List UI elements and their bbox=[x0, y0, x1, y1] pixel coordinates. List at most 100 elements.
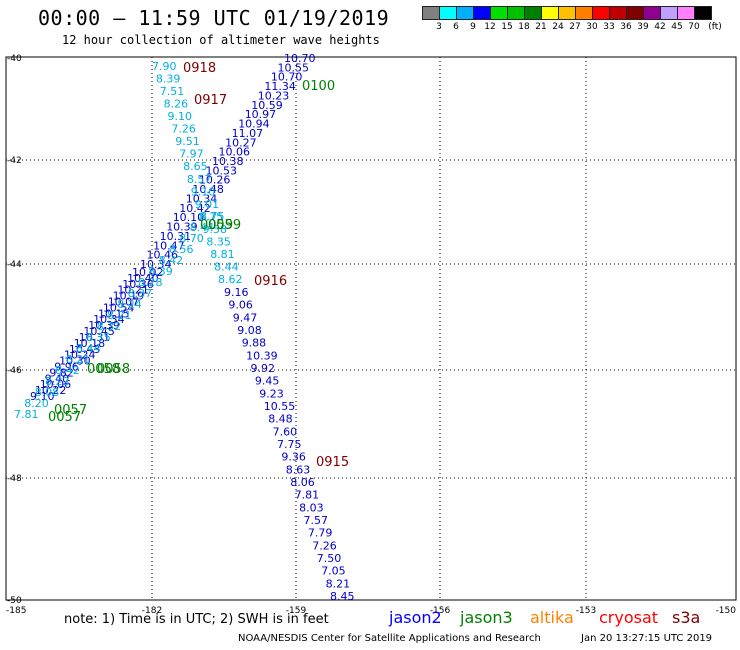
swh-label-jason3: 8.28 bbox=[138, 276, 163, 289]
swh-label-jason2: 10.59 bbox=[251, 99, 282, 112]
colorbar-labels: 3 6 9 12 15 18 21 24 27 30 33 36 39 42 45 70 (ft) bbox=[422, 22, 740, 34]
lon-tick-label: -156 bbox=[430, 606, 451, 616]
swh-label-jason2: 10.02 bbox=[132, 266, 164, 279]
swh-label-jason3: 8.37 bbox=[128, 287, 153, 300]
swh-label-cryosat: 8.57 bbox=[187, 173, 212, 186]
lat-tick-label: -40 bbox=[7, 54, 22, 64]
swh-label-cryosat: 9.51 bbox=[175, 135, 200, 148]
swh-label-jason2: 9.10 bbox=[30, 390, 55, 403]
swh-label-jason3: 8.75 bbox=[200, 210, 225, 223]
pass-time-label: 0915 bbox=[316, 455, 349, 470]
colorbar-label: 15 bbox=[501, 22, 513, 32]
swh-label-cryosat: 7.60 bbox=[273, 425, 298, 438]
swh-label-jason3: 8.42 bbox=[55, 364, 80, 377]
swh-label-cryosat: 9.58 bbox=[203, 223, 228, 236]
swh-label-cryosat: 9.16 bbox=[224, 286, 249, 299]
colorbar-label: 33 bbox=[603, 22, 615, 32]
lat-tick-label: -50 bbox=[7, 596, 22, 606]
swh-label-cryosat: 7.05 bbox=[321, 565, 346, 578]
legend-s3a: s3a bbox=[672, 608, 701, 627]
swh-label-jason2: 10.31 bbox=[79, 331, 111, 344]
swh-label-jason2: 11.07 bbox=[232, 127, 264, 140]
swh-label-jason2: 10.40 bbox=[127, 272, 159, 285]
swh-label-cryosat: 9.36 bbox=[281, 451, 306, 464]
swh-label-jason2: 10.45 bbox=[83, 325, 115, 338]
swh-label-jason2: 10.38 bbox=[212, 155, 244, 168]
swh-label-jason2: 10.18 bbox=[74, 337, 106, 350]
map-subtitle: 12 hour collection of altimeter wave hei… bbox=[62, 33, 380, 47]
legend-altika: altika bbox=[530, 608, 574, 627]
swh-label-cryosat: 8.35 bbox=[206, 235, 231, 248]
pass-time-label: 0059 bbox=[200, 218, 233, 233]
swh-label-cryosat: 8.06 bbox=[290, 476, 315, 489]
swh-label-jason3: 8.24 bbox=[117, 298, 142, 311]
swh-label-cryosat: 8.81 bbox=[210, 248, 235, 261]
swh-label-jason3: 7.81 bbox=[14, 408, 39, 421]
swh-label-cryosat: 8.21 bbox=[326, 577, 351, 590]
swh-label-jason2: 10.55 bbox=[278, 61, 310, 74]
swh-label-jason3: 8.08 bbox=[35, 386, 60, 399]
pass-time-label: 0059 bbox=[208, 218, 241, 233]
swh-label-cryosat: 8.48 bbox=[268, 413, 293, 426]
map-title: 00:00 – 11:59 UTC 01/19/2019 bbox=[38, 6, 390, 30]
swh-label-cryosat: 8.26 bbox=[164, 98, 189, 111]
swh-label-jason2: 10.70 bbox=[284, 52, 316, 65]
colorbar-label: 39 bbox=[637, 22, 649, 32]
pass-time-label: 0918 bbox=[183, 61, 216, 76]
swh-label-cryosat: 7.81 bbox=[295, 489, 320, 502]
swh-label-cryosat: 7.50 bbox=[317, 552, 342, 565]
lon-tick-label: -185 bbox=[6, 606, 26, 616]
swh-label-jason2: 10.22 bbox=[35, 384, 67, 397]
swh-label-jason2: 9.96 bbox=[54, 361, 79, 374]
lat-tick-label: -46 bbox=[7, 366, 22, 376]
swh-label-cryosat: 8.44 bbox=[214, 261, 239, 274]
colorbar-label: 70 bbox=[688, 22, 700, 32]
swh-label-cryosat: 7.90 bbox=[152, 60, 177, 73]
swh-label-jason2: 10.27 bbox=[225, 136, 257, 149]
swh-label-cryosat: 9.01 bbox=[195, 198, 220, 211]
swh-label-jason2: 10.07 bbox=[108, 296, 140, 309]
lon-tick-label: -153 bbox=[576, 606, 596, 616]
pass-time-label: 0057 bbox=[54, 403, 87, 418]
colorbar-label: 3 bbox=[436, 22, 442, 32]
swh-label-jason2: 10.39 bbox=[166, 221, 198, 234]
swh-label-cryosat: 8.45 bbox=[330, 590, 355, 603]
swh-label-jason2: 10.26 bbox=[199, 174, 231, 187]
swh-label-jason2: 10.70 bbox=[271, 71, 303, 84]
pass-time-label: 0058 bbox=[87, 362, 120, 377]
swh-label-jason3: 8.70 bbox=[179, 232, 204, 245]
lon-tick-label: -150 bbox=[716, 606, 737, 616]
pass-time-label: 0057 bbox=[48, 410, 81, 425]
swh-label-cryosat: 7.26 bbox=[171, 123, 196, 136]
swh-label-jason3: 8.21 bbox=[107, 309, 132, 322]
swh-label-jason2: 9.40 bbox=[45, 372, 70, 385]
swh-label-jason2: 10.23 bbox=[258, 90, 290, 103]
swh-label-jason3: 8.42 bbox=[159, 254, 184, 267]
swh-label-cryosat: 8.03 bbox=[299, 501, 324, 514]
swh-label-jason2: 10.39 bbox=[88, 319, 120, 332]
swh-label-cryosat: 9.06 bbox=[228, 299, 253, 312]
swh-label-jason2: 10.47 bbox=[153, 239, 185, 252]
map-grid bbox=[5, 56, 737, 601]
swh-label-jason2: 10.43 bbox=[69, 343, 101, 356]
swh-label-cryosat: 9.88 bbox=[242, 337, 267, 350]
swh-label-cryosat: 7.97 bbox=[179, 148, 204, 161]
swh-label-cryosat: 9.10 bbox=[168, 110, 193, 123]
swh-label-jason2: 10.42 bbox=[179, 202, 211, 215]
swh-label-jason2: 10.53 bbox=[206, 164, 238, 177]
legend-cryosat: cryosat bbox=[599, 608, 659, 627]
lon-tick-label: -182 bbox=[142, 606, 162, 616]
colorbar-swatch bbox=[694, 6, 712, 20]
swh-label-jason3: 8.32 bbox=[97, 320, 122, 333]
swh-label-jason2: 10.06 bbox=[40, 378, 71, 391]
lat-tick-label: -48 bbox=[7, 474, 22, 484]
lat-tick-label: -42 bbox=[7, 156, 22, 166]
swh-label-jason2: 10.19 bbox=[113, 290, 145, 303]
swh-label-jason3: 8.56 bbox=[169, 243, 194, 256]
swh-label-jason2: 10.46 bbox=[147, 249, 179, 262]
colorbar-label: 27 bbox=[569, 22, 581, 32]
swh-label-jason2: 10.36 bbox=[122, 278, 154, 291]
swh-label-cryosat: 9.23 bbox=[259, 387, 284, 400]
lon-tick-label: -159 bbox=[286, 606, 307, 616]
